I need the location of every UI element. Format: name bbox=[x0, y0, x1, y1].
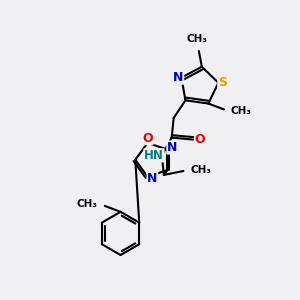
Text: N: N bbox=[173, 71, 184, 84]
Text: O: O bbox=[142, 132, 153, 145]
Text: N: N bbox=[167, 141, 177, 154]
Text: CH₃: CH₃ bbox=[186, 34, 207, 44]
Text: CH₃: CH₃ bbox=[231, 106, 252, 116]
Text: CH₃: CH₃ bbox=[190, 165, 211, 175]
Text: CH₃: CH₃ bbox=[77, 199, 98, 209]
Text: HN: HN bbox=[144, 149, 164, 162]
Text: S: S bbox=[218, 76, 227, 89]
Text: N: N bbox=[147, 172, 158, 185]
Text: O: O bbox=[195, 133, 206, 146]
